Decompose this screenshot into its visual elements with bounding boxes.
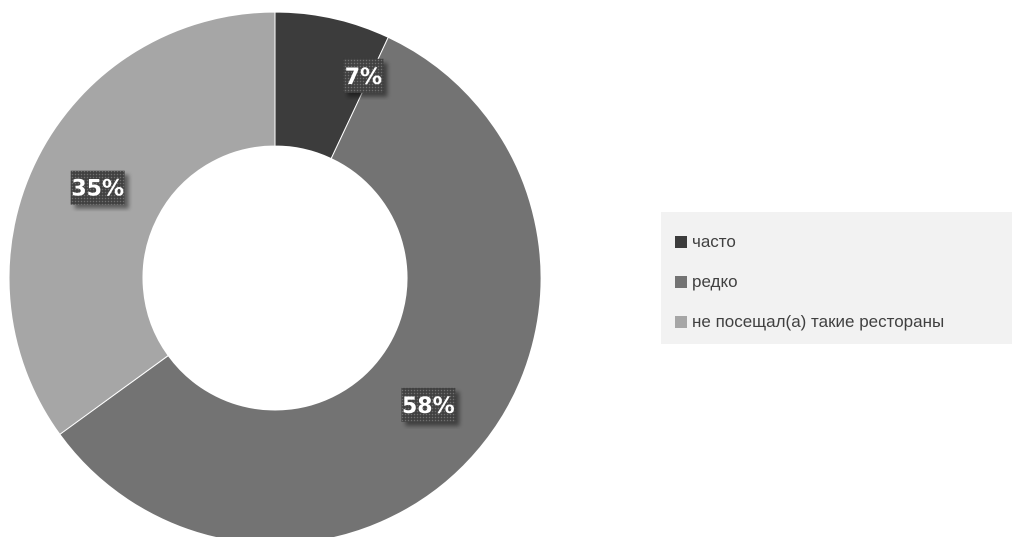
legend-label-never: не посещал(а) такие рестораны (692, 312, 945, 331)
legend-label-rarely: редко (692, 272, 738, 291)
data-label-rarely: 58% (401, 387, 456, 422)
legend-item-often: часто (675, 222, 1012, 262)
data-label-text-rarely: 58% (402, 394, 455, 419)
data-label-text-never: 35% (71, 177, 124, 202)
data-label-often: 7% (343, 58, 384, 93)
data-label-text-often: 7% (345, 65, 382, 90)
legend-label-often: часто (692, 232, 736, 251)
legend-item-never: не посещал(а) такие рестораны (675, 302, 1012, 342)
data-label-box-often (343, 58, 384, 93)
legend-item-rarely: редко (675, 262, 1012, 302)
legend-swatch-rarely (675, 276, 687, 288)
data-label-box-rarely (401, 387, 456, 422)
slice-never (8, 11, 276, 436)
legend-swatch-often (675, 236, 687, 248)
legend: часто редко не посещал(а) такие ресторан… (661, 212, 1012, 344)
legend-swatch-never (675, 316, 687, 328)
data-label-box-never (70, 170, 125, 205)
data-label-never: 35% (70, 170, 125, 205)
